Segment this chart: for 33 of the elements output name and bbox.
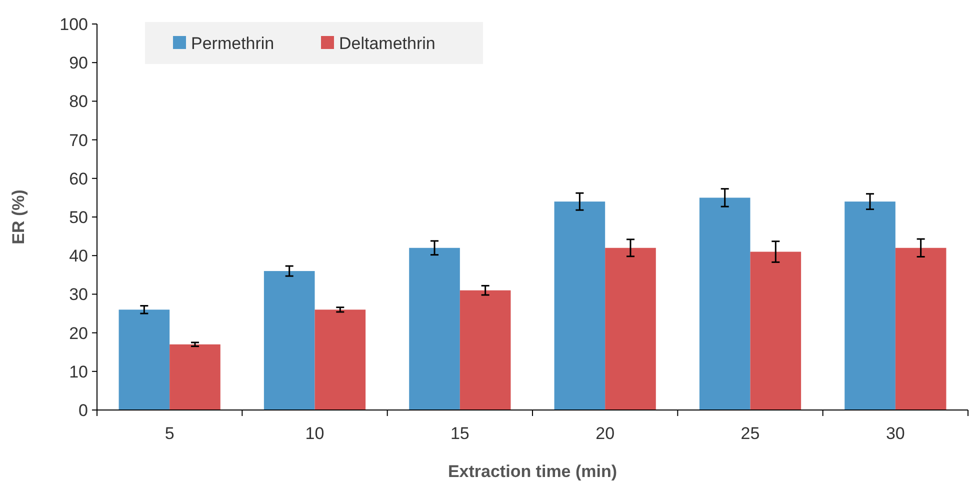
y-axis-title: ER (%): [9, 190, 28, 244]
bar: [844, 202, 896, 410]
y-tick-label: 100: [60, 14, 88, 34]
bar: [118, 310, 170, 410]
y-tick-label: 80: [69, 92, 88, 112]
x-tick-label: 20: [596, 424, 615, 443]
y-tick-label: 50: [69, 208, 88, 227]
y-tick-label: 20: [69, 324, 88, 343]
y-tick-label: 90: [69, 54, 88, 73]
y-tick-label: 0: [78, 400, 88, 420]
bar: [264, 271, 315, 410]
y-tick-label: 60: [69, 169, 88, 188]
bar: [314, 310, 366, 410]
bar: [605, 248, 656, 410]
x-tick-label: 25: [740, 424, 760, 443]
bar: [460, 290, 511, 410]
x-tick-label: 30: [886, 424, 905, 443]
x-axis-title: Extraction time (min): [448, 462, 618, 481]
x-tick-label: 10: [305, 424, 324, 443]
y-tick-label: 10: [69, 362, 88, 382]
x-tick-label: 5: [164, 424, 174, 443]
legend-label: Permethrin: [191, 34, 274, 53]
bar: [409, 248, 460, 410]
bar: [554, 202, 606, 410]
y-tick-label: 30: [69, 285, 88, 304]
bar: [699, 198, 750, 410]
y-tick-label: 40: [69, 246, 88, 266]
x-tick-label: 15: [450, 424, 470, 443]
bar: [895, 248, 946, 410]
y-tick-label: 70: [69, 130, 88, 150]
bar: [750, 252, 802, 410]
legend-label: Deltamethrin: [339, 34, 436, 53]
bar: [170, 344, 220, 410]
